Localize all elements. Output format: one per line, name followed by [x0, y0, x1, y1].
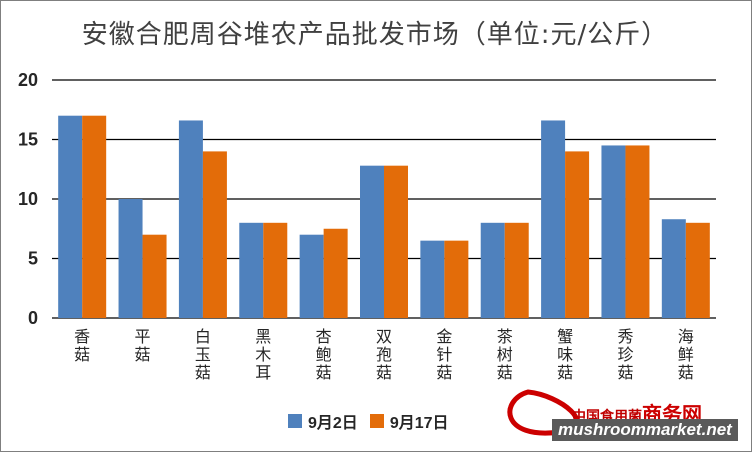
x-tick-label: 海鲜菇: [678, 327, 694, 382]
bar-2-平菇: [142, 234, 167, 318]
bar-1-白玉菇: [178, 120, 203, 319]
y-tick-label: 20: [18, 70, 38, 90]
bar-1-金针菇: [420, 240, 445, 318]
x-tick-label: 香菇: [74, 327, 90, 364]
bar-1-蟹味菇: [541, 120, 566, 319]
x-tick-label: 秀珍菇: [617, 327, 633, 382]
x-tick-label: 蟹味菇: [557, 327, 573, 382]
bar-2-杏鲍菇: [323, 228, 348, 318]
x-tick-label: 白玉菇: [195, 327, 211, 382]
bar-1-杏鲍菇: [299, 234, 324, 318]
x-tick-label: 茶树菇: [497, 327, 513, 382]
bar-2-茶树菇: [504, 222, 529, 318]
bar-2-金针菇: [444, 240, 469, 318]
y-tick-label: 10: [18, 189, 38, 209]
bar-1-茶树菇: [480, 222, 505, 318]
legend-label-series-2: 9月17日: [389, 415, 449, 432]
bar-1-海鲜菇: [661, 219, 686, 318]
legend-label-series-1: 9月2日: [308, 415, 358, 432]
y-tick-label: 0: [28, 308, 38, 328]
bar-2-海鲜菇: [685, 222, 710, 318]
bar-2-秀珍菇: [625, 145, 650, 318]
legend: 9月2日 9月17日: [288, 410, 461, 432]
bar-1-秀珍菇: [601, 145, 626, 318]
bar-2-香菇: [82, 115, 107, 318]
x-tick-label: 平菇: [135, 327, 151, 364]
bar-1-香菇: [58, 115, 83, 318]
x-tick-label: 杏鲍菇: [316, 327, 332, 382]
chart-title: 安徽合肥周谷堆农产品批发市场（单位:元/公斤）: [81, 20, 669, 50]
y-tick-label: 5: [28, 249, 38, 269]
bar-2-双孢菇: [384, 165, 408, 318]
legend-item-series-1: 9月2日: [288, 409, 358, 433]
bar-2-蟹味菇: [565, 151, 590, 318]
legend-item-series-2: 9月17日: [369, 409, 449, 433]
bar-1-平菇: [118, 199, 143, 318]
x-tick-label: 金针菇: [436, 327, 452, 382]
x-tick-label: 双孢菇: [376, 327, 392, 382]
watermark-url: mushroommarket.net: [552, 419, 738, 441]
bar-2-黑木耳: [263, 222, 288, 318]
legend-swatch-series-1: [288, 414, 302, 428]
y-tick-label: 15: [18, 130, 38, 150]
bar-1-双孢菇: [360, 165, 384, 318]
legend-swatch-series-2: [369, 414, 384, 428]
bar-2-白玉菇: [202, 151, 227, 318]
bar-1-黑木耳: [239, 222, 264, 318]
x-tick-label: 黑木耳: [255, 327, 271, 382]
